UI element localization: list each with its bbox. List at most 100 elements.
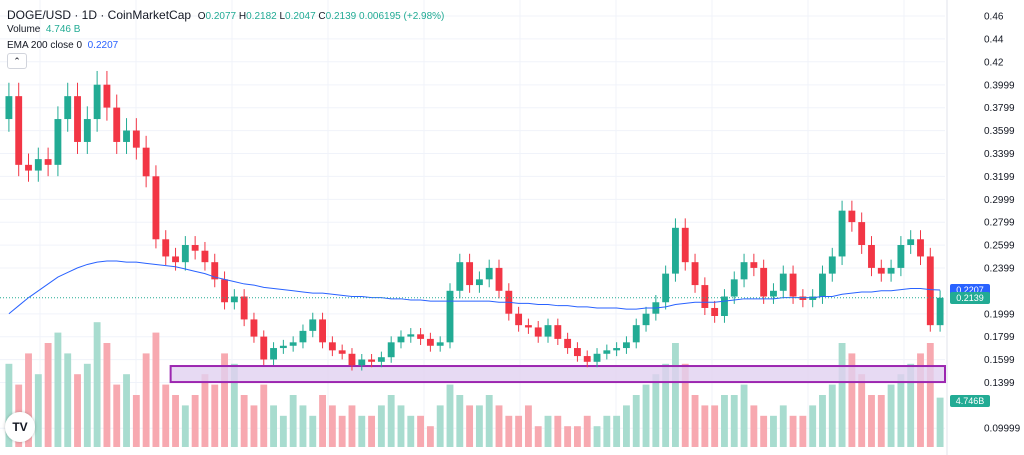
candle-body: [681, 227, 689, 263]
volume-value: 4.746 B: [45, 24, 81, 35]
volume-bar: [515, 415, 523, 447]
candle-body: [456, 262, 464, 291]
volume-bar: [740, 384, 748, 447]
candle-body: [544, 325, 552, 337]
volume-bar: [672, 343, 679, 447]
volume-bar: [172, 395, 179, 447]
candle-body: [730, 279, 738, 297]
candle-body: [15, 96, 23, 165]
candle-body: [123, 130, 130, 142]
candle-body: [760, 267, 768, 297]
candle-body: [926, 256, 934, 326]
y-tick-label: 0.3399: [984, 149, 1015, 160]
volume-bar: [593, 426, 601, 447]
volume-bar: [377, 405, 385, 447]
candle-body: [417, 334, 425, 339]
volume-label: Volume: [7, 24, 41, 35]
candle-body: [877, 267, 885, 274]
volume-bar: [358, 415, 366, 447]
volume-bar: [240, 395, 248, 447]
volume-bar: [270, 405, 277, 447]
volume-bar: [123, 374, 130, 447]
symbol-title[interactable]: DOGE/USD · 1D · CoinMarketCap: [7, 8, 192, 22]
volume-bar: [181, 405, 189, 447]
candle-body: [564, 338, 572, 349]
candle-body: [819, 273, 826, 297]
candle-body: [672, 227, 679, 274]
volume-bar: [397, 405, 405, 447]
volume-bar: [279, 415, 287, 447]
volume-bar: [260, 384, 268, 447]
volume-bar: [926, 343, 934, 447]
volume-bar: [485, 395, 493, 447]
volume-bar: [524, 405, 532, 447]
volume-bar: [475, 405, 483, 447]
volume-bar: [750, 405, 758, 447]
candle-body: [34, 159, 42, 171]
candle-body: [858, 222, 866, 245]
legend-volume-row[interactable]: Volume 4.746 B: [7, 24, 80, 35]
volume-bar: [368, 415, 376, 447]
volume-bar: [828, 384, 836, 447]
volume-bar: [721, 395, 728, 447]
candle-body: [230, 296, 238, 303]
volume-bar: [613, 415, 621, 447]
volume-bar: [564, 426, 572, 447]
candle-body: [887, 267, 895, 274]
candle-body: [162, 239, 170, 257]
y-tick-label: 0.1799: [984, 332, 1015, 343]
candle-body: [172, 256, 179, 263]
volume-bar: [74, 374, 81, 447]
volume-bar: [34, 374, 42, 447]
volume-bar: [779, 405, 787, 447]
y-tick-label: 0.3599: [984, 126, 1015, 137]
y-tick-label: 0.42: [984, 57, 1004, 68]
candle-body: [691, 262, 699, 286]
candle-body: [750, 262, 758, 268]
volume-bar: [505, 415, 513, 447]
volume-bar: [573, 426, 581, 447]
open-label: O: [197, 11, 206, 22]
volume-bar: [426, 426, 434, 447]
candle-body: [309, 319, 317, 331]
candle-body: [387, 342, 395, 358]
volume-bar: [652, 374, 660, 447]
high-label: H: [238, 11, 247, 22]
ema-200-line: [8, 260, 941, 315]
candle-body: [250, 319, 258, 337]
volume-bar: [534, 426, 542, 447]
chevron-up-icon[interactable]: ⌃: [7, 53, 27, 69]
volume-bar: [348, 405, 356, 447]
volume-bar: [25, 353, 32, 447]
candle-body: [740, 262, 748, 280]
candle-body: [211, 262, 219, 280]
candle-body: [260, 336, 268, 360]
candle-body: [495, 267, 503, 291]
volume-bar: [662, 363, 670, 447]
legend-ema-row[interactable]: EMA 200 close 0 0.2207: [7, 40, 118, 51]
candle-body: [907, 239, 915, 245]
candle-body: [897, 245, 905, 268]
y-tick-label: 0.2999: [984, 195, 1015, 206]
volume-bar: [730, 395, 738, 447]
volume-bar: [113, 384, 121, 447]
tradingview-logo[interactable]: TV: [5, 412, 35, 442]
candle-body: [348, 353, 356, 366]
candle-body: [917, 239, 924, 257]
candle-body: [64, 96, 72, 120]
close-value: 0.2139: [325, 11, 357, 22]
candle-body: [426, 338, 434, 346]
candle-body: [554, 325, 562, 339]
candle-body: [642, 313, 650, 326]
volume-bar: [711, 405, 719, 447]
candle-body: [74, 96, 81, 142]
volume-tag: 4.746B: [950, 395, 990, 407]
candle-body: [152, 176, 160, 240]
volume-bar: [103, 343, 111, 447]
volume-bar: [211, 384, 219, 447]
volume-bar: [83, 363, 91, 447]
candle-body: [113, 107, 121, 142]
volume-bar: [250, 405, 258, 447]
